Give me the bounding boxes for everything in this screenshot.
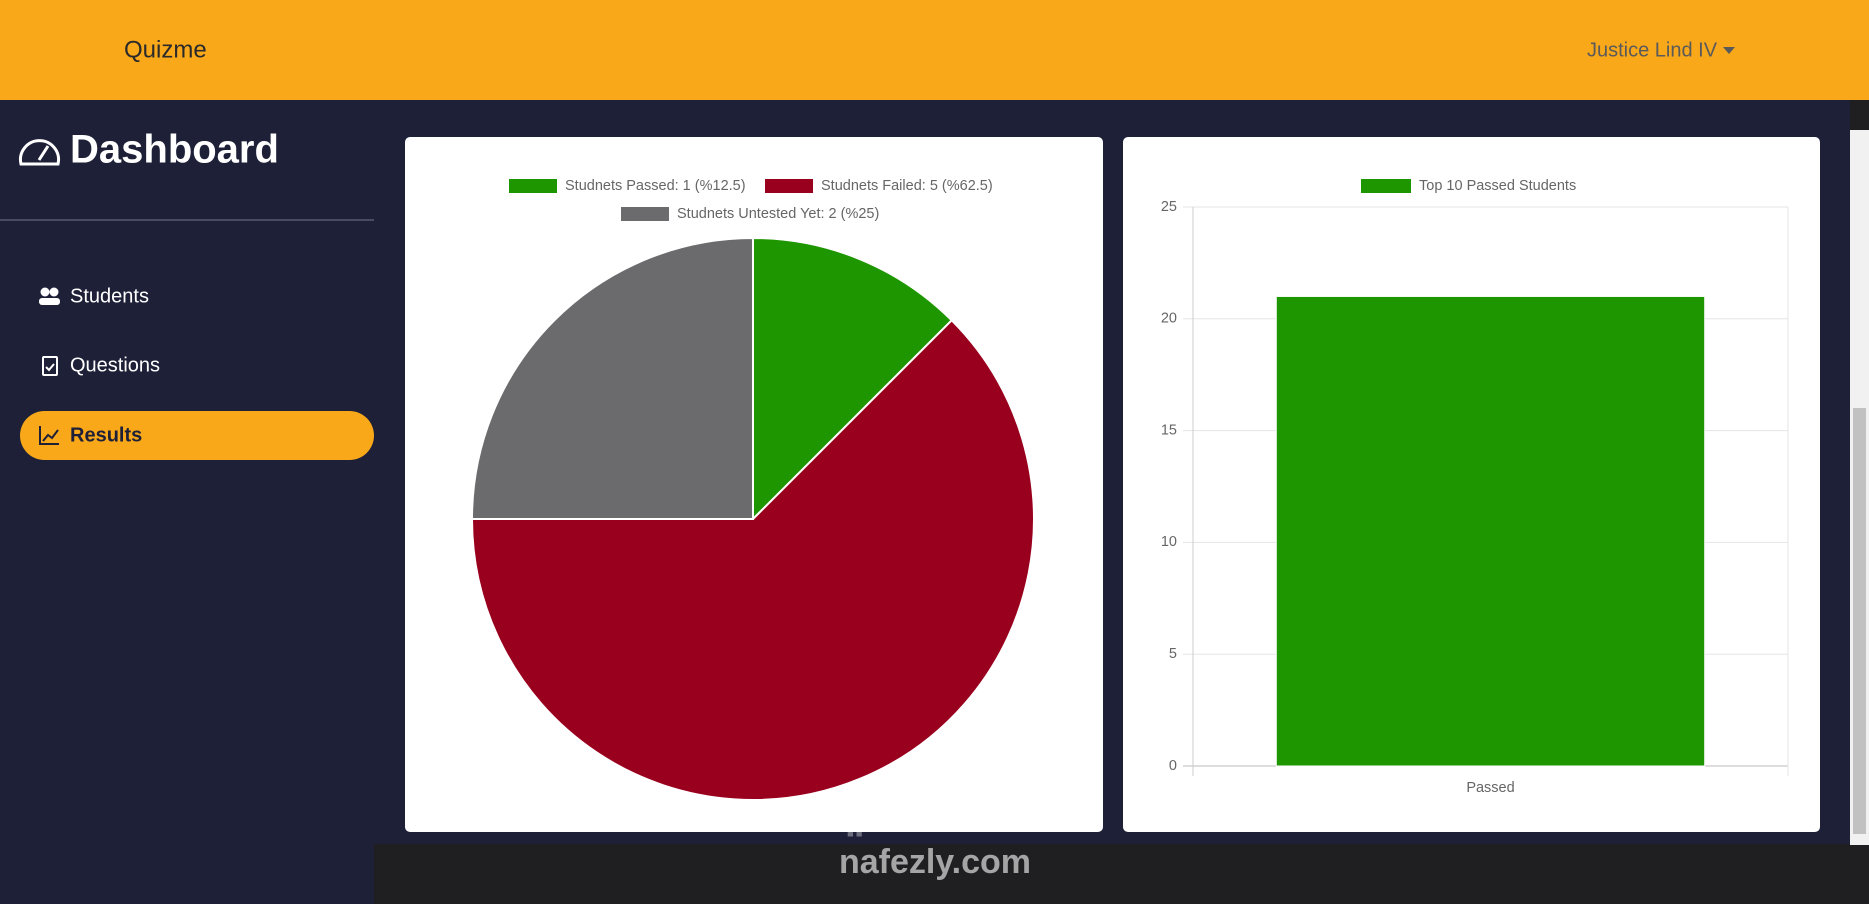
legend-label[interactable]: Studnets Untested Yet: 2 (%25): [677, 206, 879, 222]
y-tick-label: 20: [1161, 311, 1177, 327]
brand[interactable]: Quizme: [124, 36, 207, 63]
y-tick-label: 5: [1169, 646, 1177, 662]
questions-icon: [42, 356, 58, 376]
menu-item[interactable]: Results: [70, 424, 142, 446]
user-menu[interactable]: Justice Lind IV: [1587, 39, 1718, 61]
y-tick-label: 25: [1161, 199, 1177, 215]
legend-swatch[interactable]: [765, 179, 813, 193]
y-tick-label: 15: [1161, 422, 1177, 438]
y-tick-label: 0: [1169, 758, 1177, 774]
watermark-site: nafezly.com: [839, 843, 1031, 881]
active-pill: [20, 411, 374, 460]
pie-slice[interactable]: [470, 318, 1035, 801]
bar[interactable]: [1275, 295, 1706, 767]
caret: [1723, 47, 1735, 54]
menu-item[interactable]: Questions: [70, 354, 160, 376]
results-icon: [39, 426, 59, 445]
students-icon: [39, 287, 60, 305]
scrollbar-thumb[interactable]: [1853, 408, 1866, 834]
legend-label[interactable]: Studnets Passed: 1 (%12.5): [565, 178, 746, 194]
navbar: [0, 0, 1869, 100]
legend-swatch[interactable]: [509, 179, 557, 193]
legend-label[interactable]: Studnets Failed: 5 (%62.5): [821, 178, 993, 194]
pie-slice[interactable]: [752, 236, 954, 522]
pie-slice[interactable]: [470, 236, 754, 520]
legend-label[interactable]: Top 10 Passed Students: [1419, 178, 1576, 194]
y-tick-label: 10: [1161, 534, 1177, 550]
sidebar: [0, 100, 374, 904]
dashboard-icon: [19, 139, 60, 166]
legend-swatch[interactable]: [1361, 179, 1411, 193]
x-tick-label: Passed: [1466, 780, 1514, 796]
watermark-arabic: نفذلي: [825, 755, 1045, 837]
legend-swatch[interactable]: [621, 207, 669, 221]
menu-item[interactable]: Students: [70, 285, 149, 307]
sidebar-title: Dashboard: [70, 128, 279, 172]
